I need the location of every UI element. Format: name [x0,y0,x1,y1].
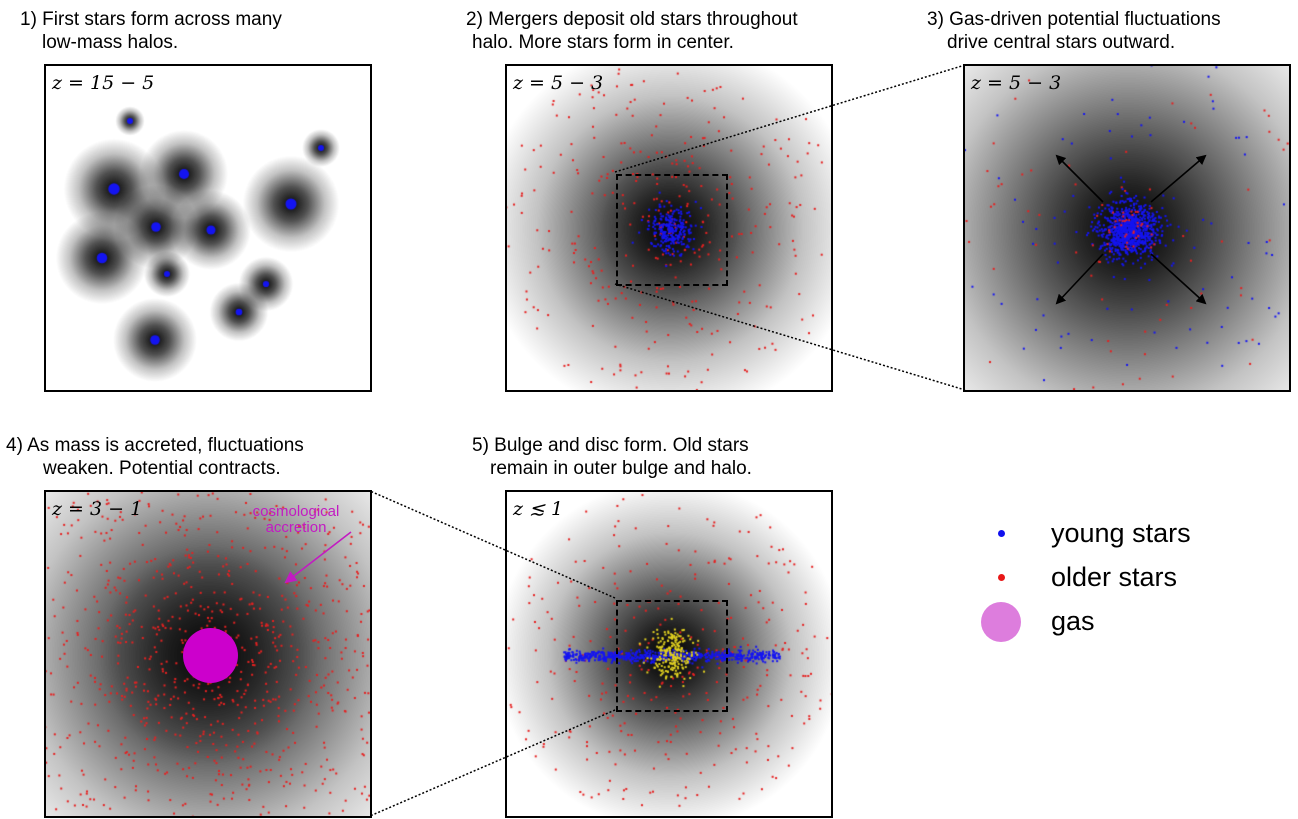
panel-fluctuations: z = 5 − 3 [963,64,1291,392]
panel3-caption: 3) Gas-driven potential fluctuations dri… [927,9,1221,53]
cosmological-accretion-label: cosmological accretion [252,503,340,536]
panel4-redshift: z = 3 − 1 [52,498,143,520]
arrow-down-left [1055,253,1104,305]
panel2-caption: 2) Mergers deposit old stars throughout … [466,9,798,53]
panel2-redshift: z = 5 − 3 [513,72,604,94]
arrow-up-right [1150,154,1207,203]
outward-arrows [1055,154,1207,305]
panel1-caption: 1) First stars form across many low-mass… [20,9,282,53]
older-stars-swatch [998,574,1005,581]
panel-first-stars: z = 15 − 5 [44,64,372,392]
panel5-caption: 5) Bulge and disc form. Old stars remain… [472,435,752,479]
panel4-caption: 4) As mass is accreted, fluctuations wea… [6,435,304,479]
young-stars-swatch [998,530,1005,537]
panel1-redshift: z = 15 − 5 [52,72,155,94]
panel2-zoom-box [616,174,728,286]
panel-accretion: z = 3 − 1 cosmological accretion [44,490,372,818]
panel3-redshift: z = 5 − 3 [971,72,1062,94]
panel-bulge-disc: z ≲ 1 [505,490,833,818]
legend-young-stars: young stars [975,514,1275,550]
panel1-image [46,66,370,390]
gas-blob [183,628,238,683]
panel-mergers: z = 5 − 3 [505,64,833,392]
legend-older-stars: older stars [975,558,1275,594]
panel3-image [965,66,1289,390]
panel5-zoom-box [616,600,728,712]
legend-gas: gas [975,602,1275,642]
arrow-up-left [1055,154,1104,203]
accretion-arrow [284,531,352,584]
panel5-redshift: z ≲ 1 [513,498,564,520]
arrow-down-right [1150,253,1207,305]
gas-swatch [981,602,1021,642]
